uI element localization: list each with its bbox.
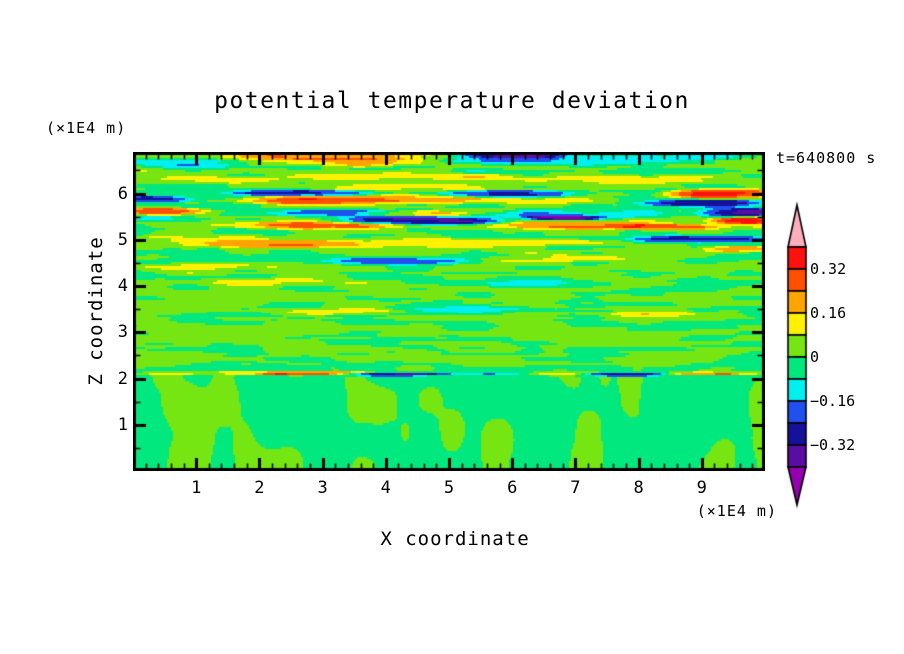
z-tick-label: 5 <box>117 229 128 250</box>
x-tick-label: 8 <box>633 478 644 498</box>
x-axis-title: X coordinate <box>380 528 530 550</box>
colorbar-tick-label: 0 <box>810 348 820 366</box>
x-tick-label: 3 <box>317 478 328 498</box>
contour-plot-canvas <box>133 152 765 471</box>
z-axis-unit-label: (×1E4 m) <box>46 119 127 137</box>
x-tick-label: 4 <box>380 478 391 498</box>
z-tick-label: 2 <box>117 368 128 389</box>
colorbar <box>781 197 815 517</box>
x-tick-label: 7 <box>570 478 581 498</box>
z-tick-label: 6 <box>117 183 128 204</box>
z-tick-label: 4 <box>117 276 128 297</box>
z-tick-label: 1 <box>117 414 128 435</box>
colorbar-tick-label: 0.16 <box>810 304 847 322</box>
x-tick-label: 5 <box>443 478 455 498</box>
colorbar-tick-label: −0.32 <box>810 436 856 454</box>
x-axis-unit-label: (×1E4 m) <box>696 502 777 520</box>
z-tick-label: 3 <box>117 322 128 343</box>
colorbar-tick-label: −0.16 <box>810 392 856 410</box>
time-annotation: t=640800 s <box>776 149 877 167</box>
colorbar-tick-label: 0.32 <box>810 260 847 278</box>
x-tick-label: 9 <box>696 478 707 498</box>
x-tick-label: 2 <box>254 478 265 498</box>
x-tick-label: 6 <box>507 478 518 498</box>
chart-title: potential temperature deviation <box>214 88 690 114</box>
x-tick-label: 1 <box>191 478 202 498</box>
